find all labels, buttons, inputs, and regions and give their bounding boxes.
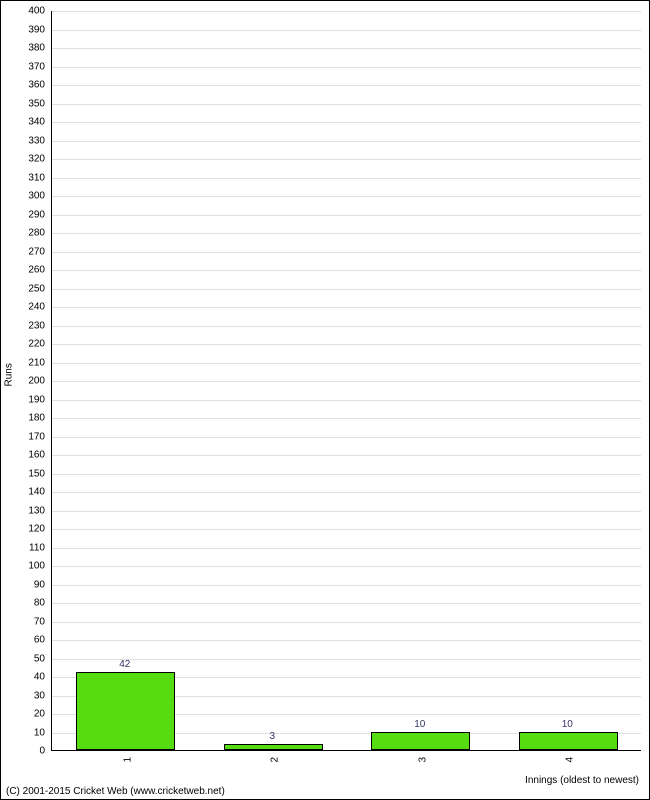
bar-value-label: 3 bbox=[269, 731, 275, 742]
gridline bbox=[52, 178, 641, 179]
y-tick-label: 300 bbox=[5, 191, 45, 202]
gridline bbox=[52, 159, 641, 160]
y-tick-label: 350 bbox=[5, 98, 45, 109]
y-tick-label: 260 bbox=[5, 265, 45, 276]
y-tick-label: 10 bbox=[5, 727, 45, 738]
gridline bbox=[52, 474, 641, 475]
y-tick-label: 320 bbox=[5, 154, 45, 165]
y-tick-label: 380 bbox=[5, 43, 45, 54]
y-tick-label: 150 bbox=[5, 468, 45, 479]
gridline bbox=[52, 492, 641, 493]
gridline bbox=[52, 455, 641, 456]
y-tick-label: 400 bbox=[5, 6, 45, 17]
gridline bbox=[52, 215, 641, 216]
gridline bbox=[52, 511, 641, 512]
y-tick-label: 240 bbox=[5, 302, 45, 313]
y-tick-label: 160 bbox=[5, 450, 45, 461]
y-tick-label: 170 bbox=[5, 431, 45, 442]
y-tick-label: 220 bbox=[5, 339, 45, 350]
y-tick-label: 280 bbox=[5, 228, 45, 239]
x-tick-label: 3 bbox=[417, 757, 428, 763]
y-tick-label: 200 bbox=[5, 376, 45, 387]
gridline bbox=[52, 30, 641, 31]
gridline bbox=[52, 85, 641, 86]
gridline bbox=[52, 400, 641, 401]
y-tick-label: 0 bbox=[5, 746, 45, 757]
gridline bbox=[52, 307, 641, 308]
y-tick-label: 210 bbox=[5, 357, 45, 368]
gridline bbox=[52, 48, 641, 49]
gridline bbox=[52, 566, 641, 567]
x-tick-label: 1 bbox=[122, 757, 133, 763]
x-tick-label: 4 bbox=[565, 757, 576, 763]
y-tick-label: 60 bbox=[5, 635, 45, 646]
gridline bbox=[52, 437, 641, 438]
gridline bbox=[52, 67, 641, 68]
bar-value-label: 10 bbox=[414, 719, 425, 730]
y-tick-label: 140 bbox=[5, 487, 45, 498]
gridline bbox=[52, 104, 641, 105]
copyright-text: (C) 2001-2015 Cricket Web (www.cricketwe… bbox=[4, 786, 227, 797]
y-tick-label: 340 bbox=[5, 117, 45, 128]
y-tick-label: 360 bbox=[5, 80, 45, 91]
y-tick-label: 370 bbox=[5, 61, 45, 72]
gridline bbox=[52, 252, 641, 253]
gridline bbox=[52, 344, 641, 345]
gridline bbox=[52, 548, 641, 549]
gridline bbox=[52, 326, 641, 327]
gridline bbox=[52, 603, 641, 604]
chart-container: Runs Innings (oldest to newest) (C) 2001… bbox=[0, 0, 650, 800]
bar bbox=[371, 732, 470, 751]
y-tick-label: 250 bbox=[5, 283, 45, 294]
x-tick-label: 2 bbox=[270, 757, 281, 763]
gridline bbox=[52, 141, 641, 142]
y-tick-label: 30 bbox=[5, 690, 45, 701]
gridline bbox=[52, 11, 641, 12]
gridline bbox=[52, 289, 641, 290]
y-tick-label: 100 bbox=[5, 561, 45, 572]
y-tick-label: 270 bbox=[5, 246, 45, 257]
y-tick-label: 180 bbox=[5, 413, 45, 424]
y-tick-label: 390 bbox=[5, 24, 45, 35]
gridline bbox=[52, 196, 641, 197]
bar bbox=[519, 732, 618, 751]
y-tick-label: 110 bbox=[5, 542, 45, 553]
y-tick-label: 70 bbox=[5, 616, 45, 627]
y-tick-label: 20 bbox=[5, 709, 45, 720]
y-tick-label: 130 bbox=[5, 505, 45, 516]
gridline bbox=[52, 270, 641, 271]
y-tick-label: 120 bbox=[5, 524, 45, 535]
bar bbox=[76, 672, 175, 750]
gridline bbox=[52, 363, 641, 364]
bar-value-label: 42 bbox=[119, 659, 130, 670]
y-tick-label: 290 bbox=[5, 209, 45, 220]
plot-area bbox=[51, 11, 641, 751]
y-tick-label: 330 bbox=[5, 135, 45, 146]
y-tick-label: 50 bbox=[5, 653, 45, 664]
gridline bbox=[52, 233, 641, 234]
y-tick-label: 80 bbox=[5, 598, 45, 609]
y-tick-label: 230 bbox=[5, 320, 45, 331]
x-axis-label: Innings (oldest to newest) bbox=[525, 775, 639, 786]
gridline bbox=[52, 622, 641, 623]
gridline bbox=[52, 529, 641, 530]
y-tick-label: 40 bbox=[5, 672, 45, 683]
gridline bbox=[52, 122, 641, 123]
gridline bbox=[52, 585, 641, 586]
gridline bbox=[52, 418, 641, 419]
y-tick-label: 190 bbox=[5, 394, 45, 405]
bar-value-label: 10 bbox=[562, 719, 573, 730]
gridline bbox=[52, 640, 641, 641]
gridline bbox=[52, 659, 641, 660]
y-tick-label: 310 bbox=[5, 172, 45, 183]
bar bbox=[224, 744, 323, 750]
y-tick-label: 90 bbox=[5, 579, 45, 590]
gridline bbox=[52, 381, 641, 382]
